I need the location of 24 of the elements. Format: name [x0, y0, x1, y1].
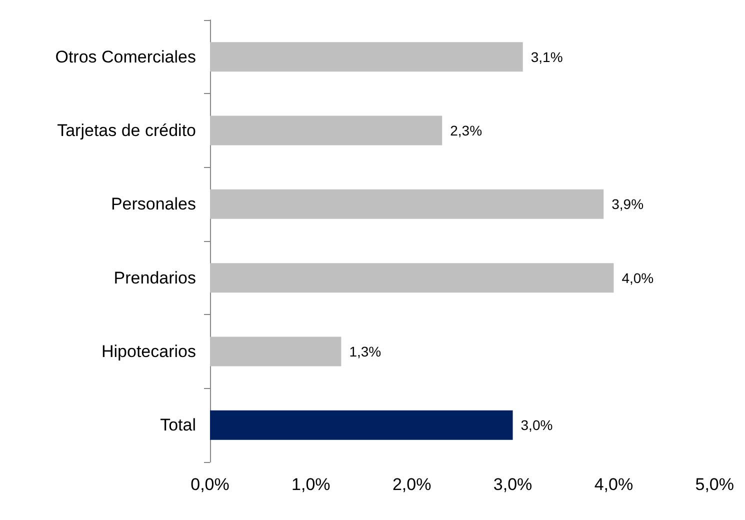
x-tick-label: 2,0%	[392, 475, 432, 494]
y-tick-label: Otros Comerciales	[55, 47, 196, 66]
y-tick-label: Tarjetas de crédito	[57, 121, 196, 140]
bar	[210, 263, 614, 293]
y-tick-label: Total	[160, 416, 196, 435]
data-label: 4,0%	[622, 270, 654, 286]
data-label: 1,3%	[349, 344, 382, 360]
bar	[210, 189, 604, 219]
data-label: 3,1%	[530, 48, 563, 65]
data-label: 3,9%	[612, 196, 644, 212]
data-label: 3,0%	[520, 417, 553, 434]
x-tick-label: 5,0%	[695, 475, 734, 494]
x-tick-label: 4,0%	[594, 475, 634, 494]
bar	[210, 42, 523, 72]
y-tick-label: Prendarios	[114, 268, 196, 288]
y-tick-label: Hipotecarios	[102, 342, 196, 361]
bar	[210, 336, 342, 366]
x-tick-label: 1,0%	[292, 475, 330, 494]
y-tick-label: Personales	[110, 194, 196, 214]
x-tick-label: 3,0%	[493, 475, 532, 494]
bar	[210, 116, 442, 146]
x-tick-label: 0,0%	[190, 475, 230, 494]
bar	[210, 410, 513, 440]
data-label: 2,3%	[450, 122, 482, 138]
